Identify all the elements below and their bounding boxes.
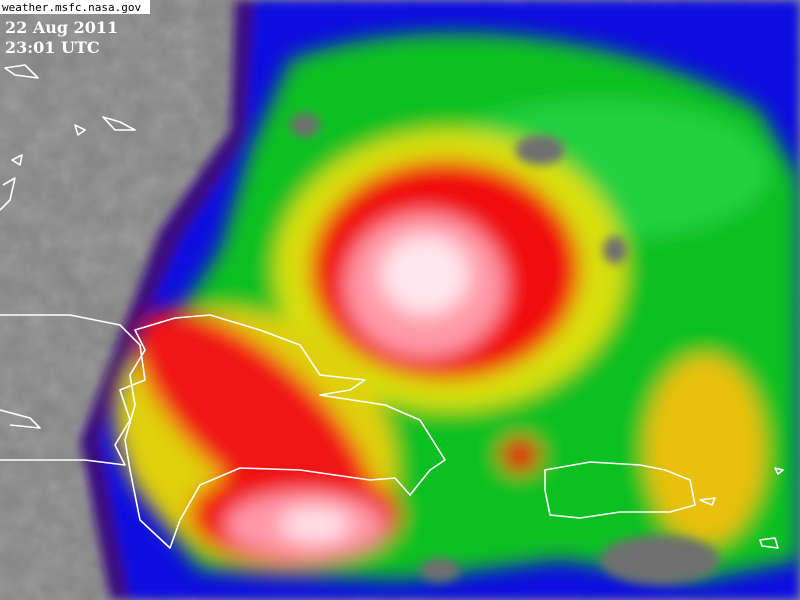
date-label: 22 Aug 2011	[5, 18, 118, 37]
time-label: 23:01 UTC	[5, 38, 100, 57]
source-label: weather.msfc.nasa.gov	[2, 1, 141, 14]
clear-patches	[290, 113, 720, 585]
source-box	[0, 0, 150, 14]
coastlines	[0, 64, 784, 549]
intensity-layers	[114, 32, 800, 581]
